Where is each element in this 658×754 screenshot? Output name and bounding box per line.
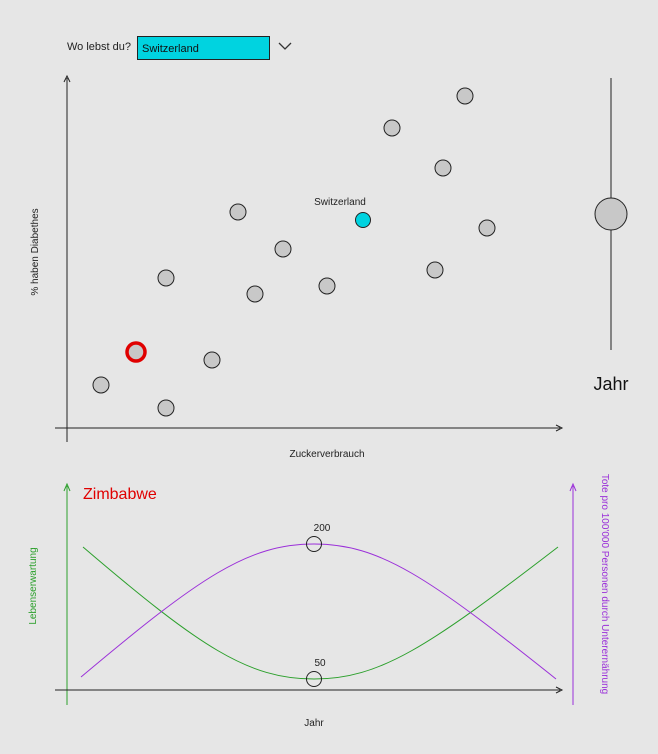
scatter-point[interactable]: [229, 203, 247, 221]
x-axis: [55, 424, 564, 432]
scatter-point[interactable]: [203, 351, 221, 369]
highlighted-point-label: Switzerland: [314, 197, 366, 208]
y-left-axis-label: Lebenserwartung: [28, 547, 39, 624]
y-left-axis: [63, 482, 71, 705]
country-selector-label: Wo lebst du?: [67, 41, 132, 53]
scatter-point[interactable]: [92, 376, 110, 394]
country-title: Zimbabwe: [83, 486, 157, 503]
scatter-point[interactable]: [426, 261, 444, 279]
year-slider[interactable]: [594, 78, 628, 350]
trough-marker[interactable]: [306, 671, 322, 687]
scatter-point[interactable]: [157, 269, 175, 287]
scatter-point[interactable]: [434, 159, 452, 177]
x-axis-label: Zuckerverbrauch: [289, 449, 364, 460]
trough-marker-value: 50: [314, 658, 326, 669]
year-slider-handle[interactable]: [594, 197, 628, 231]
scatter-point[interactable]: [157, 399, 175, 417]
line-chart: Zimbabwe Lebenserwartung Tote pro 100'00…: [28, 474, 610, 729]
scatter-points: [92, 87, 496, 417]
scatter-point[interactable]: [318, 277, 336, 295]
country-select[interactable]: Switzerland: [137, 36, 270, 60]
scatter-point[interactable]: [274, 240, 292, 258]
y-right-axis: [569, 482, 577, 705]
scatter-point-marked[interactable]: [125, 341, 147, 363]
scatter-point[interactable]: [383, 119, 401, 137]
x-axis-label: Jahr: [304, 718, 324, 729]
year-slider-label: Jahr: [593, 374, 628, 394]
scatter-point[interactable]: [478, 219, 496, 237]
x-axis: [55, 686, 564, 694]
peak-marker[interactable]: [306, 536, 322, 552]
scatter-point[interactable]: [456, 87, 474, 105]
chevron-down-icon[interactable]: [277, 38, 293, 54]
malnutrition-deaths-line: [80, 543, 557, 680]
life-expectancy-line: [82, 546, 559, 680]
scatter-point[interactable]: [246, 285, 264, 303]
y-axis-label: % haben Diabethes: [30, 208, 41, 295]
scatter-plot: % haben Diabethes Zuckerverbrauch Switze…: [30, 74, 629, 460]
peak-marker-value: 200: [314, 523, 331, 534]
y-axis: [63, 74, 71, 442]
y-right-axis-label: Tote pro 100'000 Personen durch Unterern…: [599, 474, 610, 694]
scatter-point-highlighted[interactable]: [355, 212, 371, 228]
